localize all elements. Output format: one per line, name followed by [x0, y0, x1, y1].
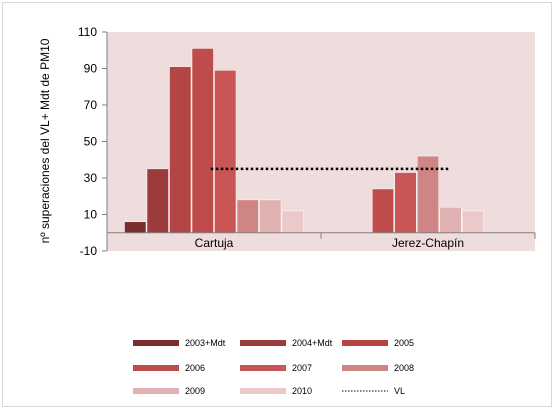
- legend-item: 2010: [240, 386, 312, 396]
- legend-swatch: [240, 365, 286, 371]
- y-axis-label: nº superaciones del VL+ Mdt de PM10: [38, 38, 52, 243]
- legend-swatch: [342, 340, 388, 346]
- legend-swatch: [133, 340, 179, 346]
- bar-2006-1: [372, 188, 394, 233]
- bar-2005-0: [169, 66, 192, 233]
- legend-item: 2006: [133, 363, 205, 373]
- legend-label: 2006: [185, 363, 205, 373]
- legend-label: 2007: [292, 363, 312, 373]
- legend-item: 2004+Mdt: [240, 338, 333, 348]
- y-tick-label: 70: [84, 98, 98, 112]
- bar-2008-0: [236, 199, 259, 233]
- legend-item: 2005: [342, 338, 414, 348]
- y-tick-label: -10: [80, 244, 98, 258]
- legend-label: VL: [394, 386, 405, 396]
- bar-2010-0: [281, 210, 304, 234]
- legend-item: VL: [342, 386, 405, 396]
- bar-2009-1: [439, 206, 462, 233]
- legend-item: 2007: [240, 363, 312, 373]
- legend-label: 2009: [185, 386, 205, 396]
- legend-label: 2003+Mdt: [185, 338, 226, 348]
- bar-2009-0: [259, 199, 282, 233]
- bar-2007-1: [394, 172, 417, 233]
- y-tick-label: 10: [84, 208, 98, 222]
- bar-2003-mdt-0: [124, 221, 147, 234]
- legend-label: 2008: [394, 363, 414, 373]
- y-tick-label: 110: [78, 25, 97, 39]
- bar-2007-0: [214, 70, 237, 233]
- legend-swatch: [342, 365, 388, 371]
- bar-2004-mdt-0: [146, 168, 169, 233]
- bar-2010-1: [462, 210, 484, 234]
- legend-swatch: [133, 388, 179, 394]
- legend-swatch: [240, 388, 286, 394]
- y-tick-label: 50: [84, 135, 98, 149]
- y-tick-label: 30: [84, 171, 98, 185]
- category-label: Jerez-Chapín: [392, 236, 464, 250]
- bar-2008-1: [417, 155, 439, 234]
- legend-item: 2003+Mdt: [133, 338, 226, 348]
- legend-item: 2009: [133, 386, 205, 396]
- legend-item: 2008: [342, 363, 414, 373]
- legend-label: 2010: [292, 386, 312, 396]
- legend-label: 2005: [394, 338, 414, 348]
- legend-swatch: [240, 340, 286, 346]
- legend-label: 2004+Mdt: [292, 338, 333, 348]
- category-label: Cartuja: [195, 236, 234, 250]
- bar-2006-0: [191, 48, 214, 233]
- y-tick-label: 90: [84, 62, 98, 76]
- legend-swatch: [133, 365, 179, 371]
